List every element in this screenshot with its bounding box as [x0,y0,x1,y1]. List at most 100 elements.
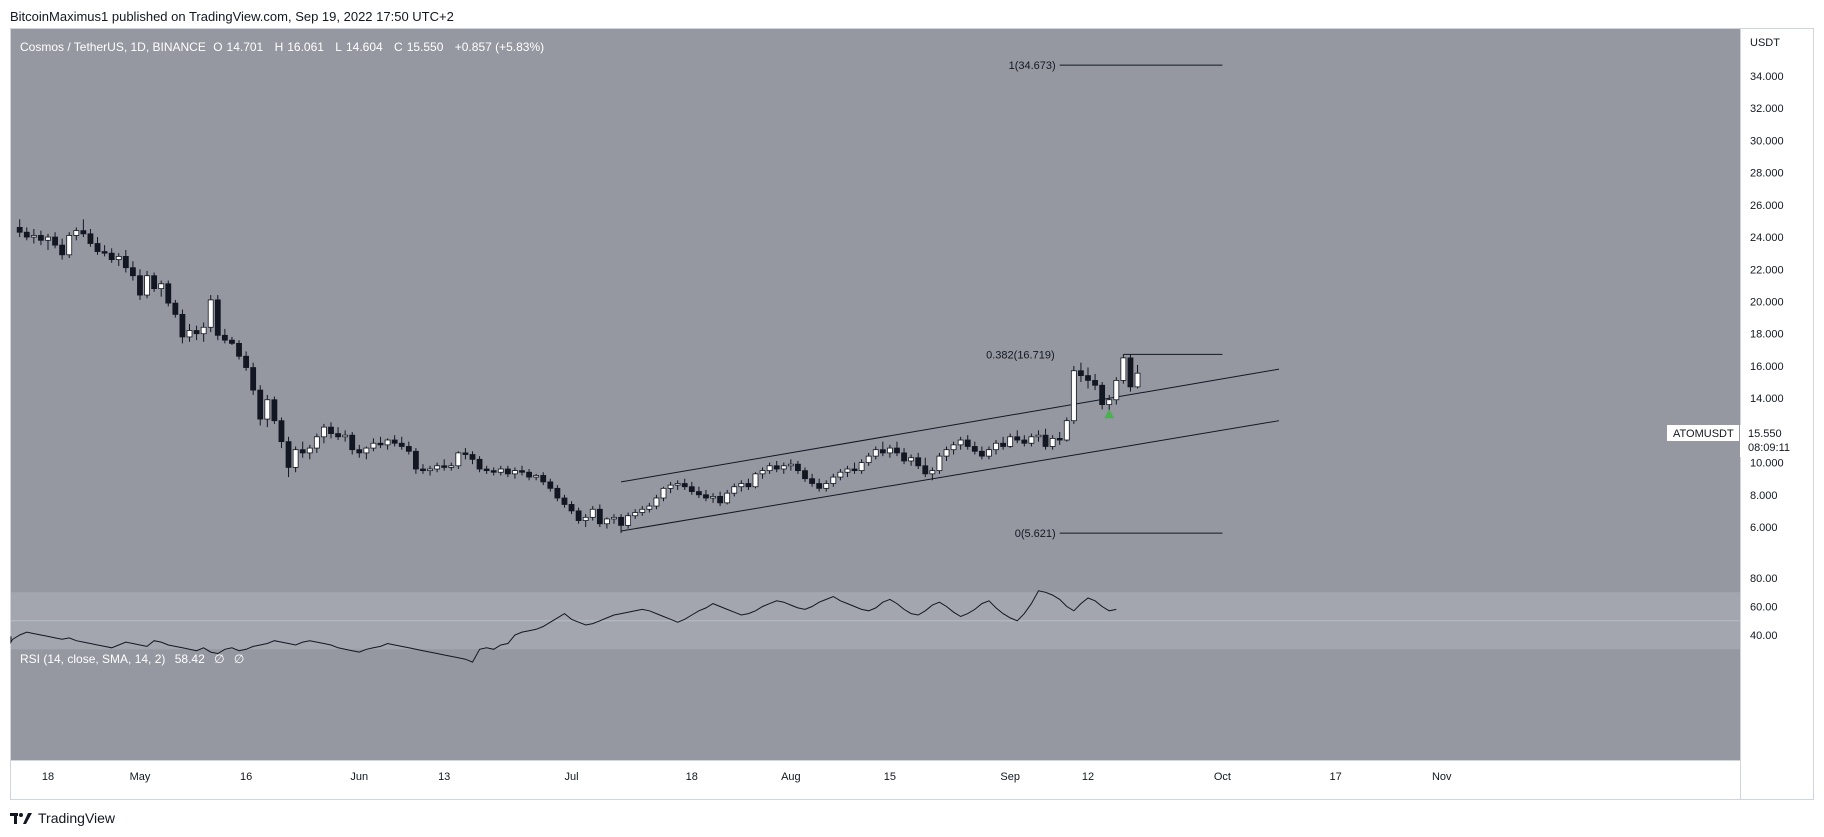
rsi-series-line [10,590,1117,663]
candle-down [688,486,695,492]
rsi-pane [11,643,1740,760]
candle-down [547,481,554,489]
candle-up [512,470,518,475]
candle-down [59,244,66,256]
candle-down [971,446,978,452]
candle-down [483,468,490,472]
candle-up [632,512,639,517]
candle-up [589,508,596,518]
candle-down [504,468,511,475]
candle-up [321,426,327,438]
candle-up [993,442,999,451]
candle-up [986,449,992,457]
candle-down [398,442,405,447]
candle-up [158,283,165,290]
candle-down [349,434,356,451]
candle-up [207,299,214,328]
candle-up [1134,372,1141,388]
rsi-tick-label: 80.00 [1750,573,1778,585]
channel-line-upper [620,368,1280,483]
price-tick-label: 6.000 [1750,522,1778,534]
candle-down [122,255,129,269]
candle-down [250,367,257,391]
candle-up [363,447,370,454]
candle-up [830,476,837,484]
candle-down [243,355,249,368]
time-tick-label: Jul [565,771,579,783]
candle-up [943,449,950,457]
candle-up [342,434,349,438]
candle-up [144,275,150,296]
candles [16,219,1141,534]
time-tick-label: Sep [1000,771,1020,783]
candle-up [908,457,915,462]
symbol-name[interactable]: Cosmos / TetherUS, 1D, BINANCE [20,40,206,54]
candle-up [731,486,738,494]
candle-up [625,515,632,526]
candle-down [922,465,929,475]
candle-down [816,483,823,489]
footer-brand[interactable]: TradingView [10,810,115,826]
candle-down [795,463,801,472]
candle-up [759,470,766,475]
candle-up [837,471,844,478]
candle-up [858,462,865,472]
ohlc-change: +0.857 (+5.83%) [454,40,545,54]
candle-up [844,468,851,473]
fib-label: 0.382(16.719) [986,349,1055,361]
candle-up [1113,380,1120,401]
tradingview-logo-icon [10,811,32,825]
candle-up [45,236,51,241]
candle-down [94,243,101,252]
time-tick-label: Jun [350,771,368,783]
candle-up [929,470,936,475]
candle-up [766,465,773,472]
candle-down [87,233,94,244]
candle-down [129,267,136,277]
candle-up [200,326,207,335]
candle-up [582,516,589,521]
time-tick-label: 17 [1329,771,1341,783]
time-tick-label: May [130,771,151,783]
rsi-tick-label: 40.00 [1750,630,1778,642]
candle-up [186,330,193,338]
candle-down [1021,439,1028,444]
candle-down [214,299,221,336]
symbol-tag [1667,425,1739,441]
candle-up [497,468,504,473]
candle-up [533,475,540,478]
candle-down [52,236,58,246]
candle-down [717,495,724,504]
price-tick-label: 30.000 [1750,135,1784,147]
candle-up [313,436,320,449]
candle-up [1106,399,1113,405]
candle-up [30,235,37,238]
candle-down [137,275,143,296]
rsi-label[interactable]: RSI (14, close, SMA, 14, 2) [20,652,166,666]
candle-down [172,302,179,315]
candle-up [370,442,377,449]
ascending-channel [620,368,1280,532]
candle-down [328,426,334,434]
time-tick-label: Oct [1214,771,1231,783]
price-tick-label: 18.000 [1750,329,1784,341]
candle-down [476,458,483,470]
candle-down [285,441,292,468]
candle-down [618,516,624,526]
price-tick-label: 32.000 [1750,103,1784,115]
tradingview-chart[interactable]: USDT 34.000 32.000 30.000 28.000 26.000 24.00… [10,28,1814,800]
candle-up [660,487,667,499]
candle-down [391,439,398,444]
candle-up [887,447,893,454]
candle-down [540,475,547,483]
candle-up [823,483,830,489]
candle-up [1120,357,1127,381]
candle-down [193,330,200,335]
candle-down [1092,380,1098,386]
time-tick-label: 12 [1082,771,1094,783]
candle-down [377,442,384,446]
candle-up [639,508,646,513]
candle-up [646,505,653,510]
candle-down [695,491,702,496]
rsi-value: 58.42 [174,652,205,666]
